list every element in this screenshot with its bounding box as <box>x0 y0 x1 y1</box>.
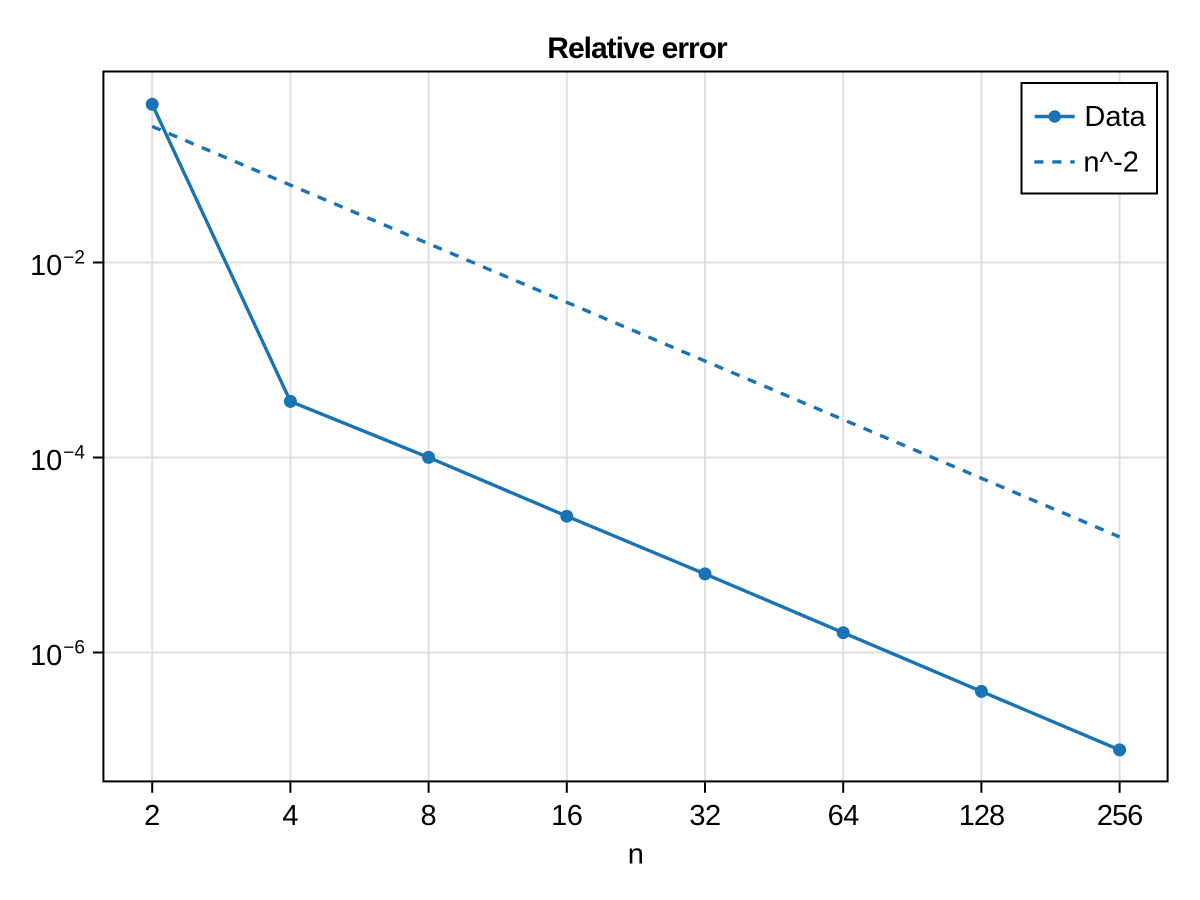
svg-text:128: 128 <box>959 800 1004 832</box>
svg-text:4: 4 <box>282 800 298 832</box>
svg-text:2: 2 <box>144 800 160 832</box>
svg-text:Data: Data <box>1084 101 1146 133</box>
svg-text:n^-2: n^-2 <box>1083 147 1139 179</box>
svg-text:8: 8 <box>421 800 437 832</box>
svg-text:16: 16 <box>551 800 582 832</box>
svg-text:Relative error: Relative error <box>547 32 728 65</box>
svg-text:256: 256 <box>1097 800 1142 832</box>
svg-text:10−6: 10−6 <box>30 637 85 672</box>
svg-text:32: 32 <box>689 800 720 832</box>
svg-text:n: n <box>628 838 644 870</box>
svg-text:64: 64 <box>828 800 860 832</box>
